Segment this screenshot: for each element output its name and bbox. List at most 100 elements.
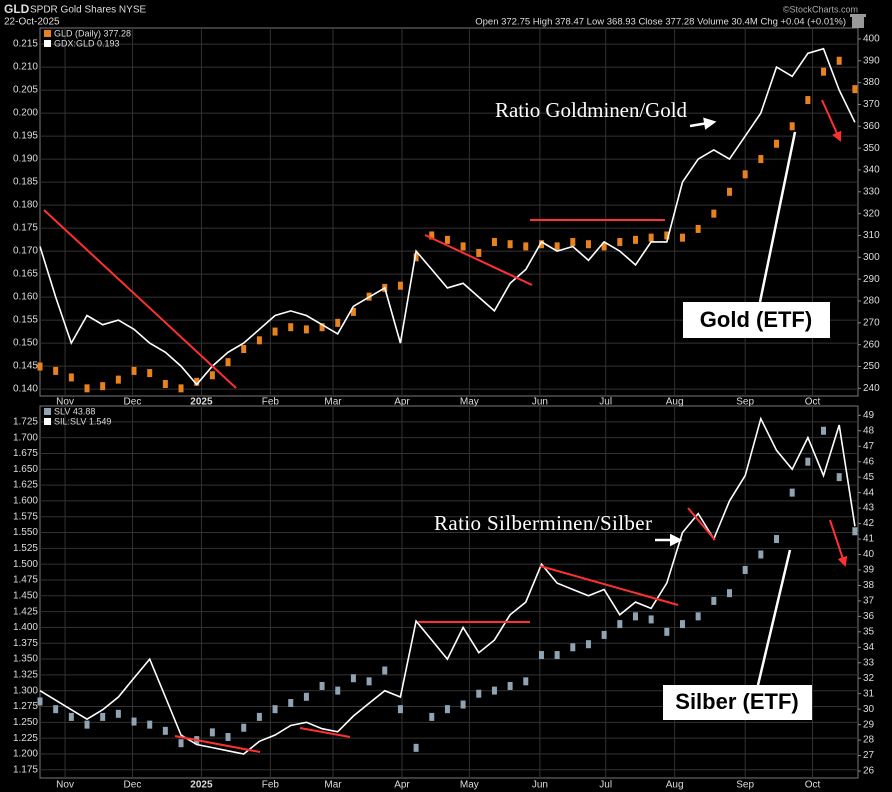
y2-tick-label: 270 [863,317,880,328]
y-tick-label: 1.725 [13,416,38,427]
y2-tick-label: 400 [863,34,880,45]
x-tick-label: Nov [56,397,74,408]
candle [115,375,121,384]
candle [711,209,717,218]
candle [335,318,341,327]
y2-tick-label: 46 [863,456,875,467]
y-tick-label: 0.180 [13,200,38,211]
candle [491,686,497,695]
y-tick-label: 1.375 [13,638,38,649]
y2-tick-label: 340 [863,165,880,176]
candle [507,681,513,690]
trash-icon[interactable] [850,14,866,28]
candle [397,281,403,290]
date: 22-Oct-2025 [4,17,60,28]
y2-tick-label: 38 [863,580,875,591]
y2-tick-label: 32 [863,673,875,684]
y2-tick-label: 26 [863,766,875,777]
candle [491,238,497,247]
candle [617,238,623,247]
legend-entry: GLD (Daily) 377.28 [54,28,131,38]
y2-tick-label: 240 [863,383,880,394]
candle [319,681,325,690]
candle [288,698,294,707]
y2-tick-label: 29 [863,719,875,730]
y-tick-label: 1.225 [13,733,38,744]
candle [68,712,74,721]
y-tick-label: 0.145 [13,361,38,372]
x-tick-label: Jul [599,397,612,408]
x-tick-label: Sep [736,397,754,408]
candle [758,155,764,164]
legend-swatch [44,40,51,47]
y-tick-label: 1.500 [13,559,38,570]
x-tick-label: May [460,780,479,791]
candle [225,733,231,742]
y-tick-label: 0.205 [13,85,38,96]
candle [256,712,262,721]
x-tick-label: Nov [56,780,74,791]
candle [272,705,278,714]
candle [601,242,607,251]
candle [37,697,43,706]
candle [429,231,435,240]
y2-tick-label: 27 [863,750,875,761]
candle [632,235,638,244]
candle [601,630,607,639]
y-tick-label: 0.160 [13,292,38,303]
y-tick-label: 1.550 [13,527,38,538]
x-tick-label: Oct [805,397,821,408]
x-tick-label: Mar [324,780,342,791]
candle [444,705,450,714]
ratio-line [39,416,856,755]
x-tick-label: Jul [599,780,612,791]
legend-swatch [44,408,51,415]
candle [774,139,780,148]
candle [664,627,670,636]
candle [679,620,685,629]
x-tick-label: Dec [124,780,142,791]
y-tick-label: 0.210 [13,62,38,73]
y2-tick-label: 36 [863,611,875,622]
y-tick-label: 0.190 [13,154,38,165]
x-tick-label: Sep [736,780,754,791]
y-tick-label: 0.200 [13,108,38,119]
y2-tick-label: 47 [863,441,875,452]
candle [131,717,137,726]
y-tick-label: 1.200 [13,749,38,760]
x-tick-label: 2025 [190,780,213,791]
y-tick-label: 0.140 [13,384,38,395]
candle [632,612,638,621]
y2-tick-label: 33 [863,657,875,668]
trend-lines [43,99,848,753]
x-tick-label: Jun [532,397,548,408]
y2-tick-label: 320 [863,208,880,219]
candle [272,327,278,336]
legend-swatch [44,418,51,425]
candle [679,233,685,242]
candle [711,596,717,605]
candle [852,85,858,94]
legend-entry: GDX:GLD 0.193 [54,38,120,48]
y-tick-label: 0.150 [13,338,38,349]
y-tick-label: 1.350 [13,654,38,665]
candle [727,589,733,598]
label-box [683,302,830,338]
y2-tick-label: 30 [863,704,875,715]
candle [162,726,168,735]
x-tick-label: Mar [324,397,342,408]
candle [241,345,247,354]
candle [397,705,403,714]
candle [84,720,90,729]
candle [789,122,795,131]
credit: ©StockCharts.com [783,4,858,14]
candle [648,615,654,624]
y2-tick-label: 300 [863,252,880,263]
candle [178,739,184,748]
candle [366,677,372,686]
candle [821,426,827,435]
y2-tick-label: 360 [863,121,880,132]
y-tick-label: 0.165 [13,269,38,280]
candle [758,550,764,559]
